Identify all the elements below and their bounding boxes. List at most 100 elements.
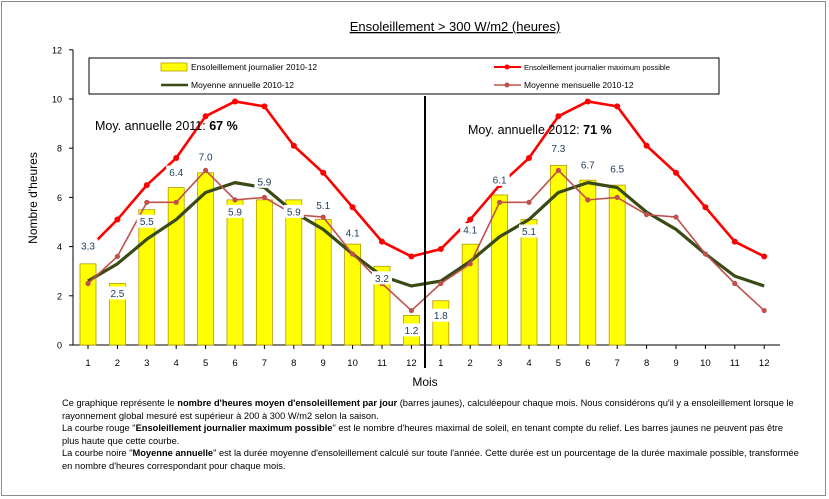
caption-text: La courbe noire " [62,448,133,459]
bar-data-label: 4.1 [346,229,360,240]
series-point [467,261,473,267]
bar-label-bg [548,141,569,155]
bar-label-bg [489,172,510,186]
bar-data-label: 5.5 [140,217,154,228]
x-tick-label: 8 [644,358,649,369]
series-point [143,182,150,189]
x-tick-label: 3 [497,358,502,369]
bar-label-bg [372,271,392,285]
series-line [87,100,765,258]
caption-paragraph: Ce graphique représente le nombre d'heur… [62,397,802,422]
y-axis-ticks: 0 2 4 6 8 10 12 [52,45,73,351]
legend: Ensoleillement journalier 2010-12 Moyenn… [88,57,720,95]
bar-data-label: 5.1 [522,227,536,238]
x-tick-label: 2 [115,358,120,369]
x-tick-label: 3 [144,358,149,369]
bar [226,199,244,346]
series-point [555,113,562,120]
caption-text: " est le nombre d'heures maximal de sole… [62,423,784,446]
bar [255,199,273,346]
y-tick-label: 8 [57,144,62,154]
bar [520,219,538,346]
series-point [379,238,385,245]
annotation-2012-prefix: Moy. annuelle 2012: [468,123,583,137]
series-point [114,216,121,223]
series-point [585,197,591,203]
caption-bold-text: nombre d'heures moyen d'ensoleillement p… [177,398,398,408]
y-tick-label: 6 [57,193,62,203]
x-tick-label: 6 [232,358,237,369]
series-point [731,238,738,245]
annotation-2011: Moy. annuelle 2011: 67 % [95,119,238,133]
annotation-2012: Moy. annuelle 2012: 71 % [468,123,612,137]
x-tick-label: 8 [291,358,296,369]
series-point [408,253,415,260]
caption-text: " est la durée moyenne d'ensoleillement … [62,448,799,471]
bar-data-label: 7.3 [551,144,565,155]
series-line [87,169,765,312]
bar-label-bg [78,238,98,252]
bar-data-label: 6.1 [493,175,507,186]
bar-data-label: 6.5 [610,165,624,176]
legend-annual-label: Moyenne annuelle 2010-12 [191,80,294,90]
bar-label-bg [577,158,598,172]
series-point [467,216,474,223]
bar-data-label: 1.2 [404,326,418,337]
bar-data-label: 6.7 [581,161,595,172]
x-tick-label: 9 [321,358,326,369]
bar-data-label: 6.4 [169,168,183,179]
x-tick-label: 4 [174,358,179,369]
y-tick-label: 0 [57,341,62,351]
legend-monthly-label: Moyenne mensuelle 2010-12 [524,80,634,90]
series-point [290,142,297,149]
bar-label-bg [460,223,481,237]
series-point [261,103,268,110]
bar [167,187,185,346]
line-series [85,98,768,314]
series-line [87,181,765,288]
chart-title: Ensoleillement > 300 W/m2 (heures) [350,19,561,34]
bar-label-bg [313,198,334,212]
series-point [526,155,532,162]
series-point [673,169,679,176]
series-point [702,204,709,211]
bar-data-label: 2.5 [110,289,124,300]
x-tick-label: 1 [438,358,443,369]
y-tick-label: 4 [57,242,62,252]
x-tick-label: 11 [377,358,387,369]
legend-monthly-marker [504,82,510,88]
bar [491,194,509,346]
series-point [761,307,767,314]
annotation-2011-prefix: Moy. annuelle 2011: [95,119,209,133]
y-tick-label: 12 [52,45,62,55]
bar-data-label: 5.1 [316,201,330,212]
x-tick-label: 12 [406,358,417,369]
bar-label-bg [225,204,245,218]
legend-max-label: Ensoleillement journalier maximum possib… [524,63,670,72]
series-point [732,280,738,287]
bar [285,199,303,346]
bar [608,184,626,346]
legend-bar-label: Ensoleillement journalier 2010-12 [191,62,317,72]
bar-label-bg [107,286,128,300]
caption-text: La courbe rouge " [62,423,136,434]
bar [314,219,332,346]
caption-paragraph: La courbe noire "Moyenne annuelle" est l… [62,447,802,472]
bar [432,300,450,346]
bar [138,209,156,346]
series-point [614,103,621,110]
series-point [643,142,650,149]
bar-label-bg [342,226,363,240]
bar-data-label: 7.0 [199,152,213,163]
bar-label-bg [430,308,451,322]
x-axis-label: Mois [412,375,437,389]
series-point [614,194,620,200]
bar-data-label: 3.2 [375,274,389,285]
bar-data-label: 4.1 [463,226,477,237]
series-point [526,199,532,205]
x-tick-label: 7 [262,358,267,369]
series-point [173,155,180,162]
x-axis-ticks: 1 2 3 4 5 6 7 8 9 10 11 12 1 2 3 4 5 6 7 8 9 10 11 12 [85,345,769,369]
series-point [673,214,679,220]
bar [579,179,597,346]
